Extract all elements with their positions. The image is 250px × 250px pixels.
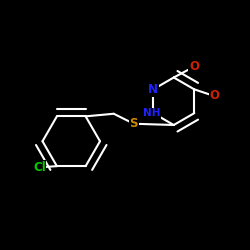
Text: O: O xyxy=(189,60,199,73)
Text: NH: NH xyxy=(143,108,161,118)
Text: O: O xyxy=(210,89,220,102)
Text: S: S xyxy=(130,117,138,130)
Text: Cl: Cl xyxy=(33,161,46,174)
Text: N: N xyxy=(148,83,158,96)
